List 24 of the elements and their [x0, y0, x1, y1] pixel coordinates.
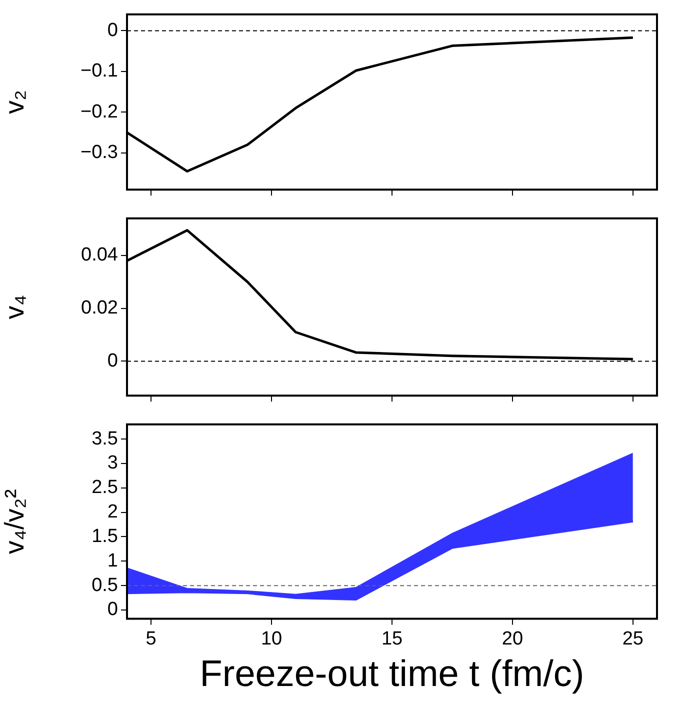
x-tick-label: 25 [622, 628, 644, 650]
y-tick-label: 0 [107, 20, 118, 41]
y-tick-label: 2 [107, 502, 118, 523]
x-tick-label: 20 [502, 628, 524, 650]
y-tick-label: 3 [107, 452, 118, 474]
x-tick-label: 10 [260, 628, 282, 650]
y-tick-label: −0.2 [80, 101, 118, 122]
y-tick-label: 0.5 [92, 574, 118, 596]
y-tick-label: −0.3 [80, 142, 118, 164]
y-tick-label: −0.1 [80, 60, 118, 82]
y-tick-label: 1 [107, 550, 118, 572]
y-axis-title: v₂ [0, 90, 30, 114]
y-axis-title: v₄ [0, 294, 30, 320]
y-axis-title: v₄/v₂² [0, 489, 30, 554]
y-tick-label: 3.5 [92, 428, 118, 450]
y-tick-label: 1.5 [92, 526, 118, 547]
y-tick-label: 0.04 [81, 244, 118, 266]
y-tick-label: 0.02 [81, 298, 118, 319]
x-axis-title: Freeze-out time t (fm/c) [200, 653, 584, 694]
y-tick-label: 0 [107, 599, 118, 620]
x-tick-label: 5 [146, 628, 156, 650]
y-tick-label: 2.5 [92, 477, 118, 498]
x-tick-label: 15 [381, 628, 403, 650]
y-tick-label: 0 [107, 350, 118, 372]
